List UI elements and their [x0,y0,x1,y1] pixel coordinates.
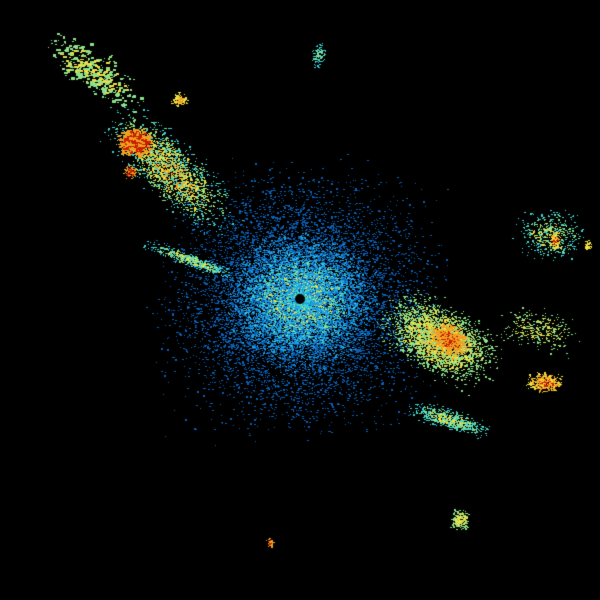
radar-reflectivity-image [0,0,600,600]
